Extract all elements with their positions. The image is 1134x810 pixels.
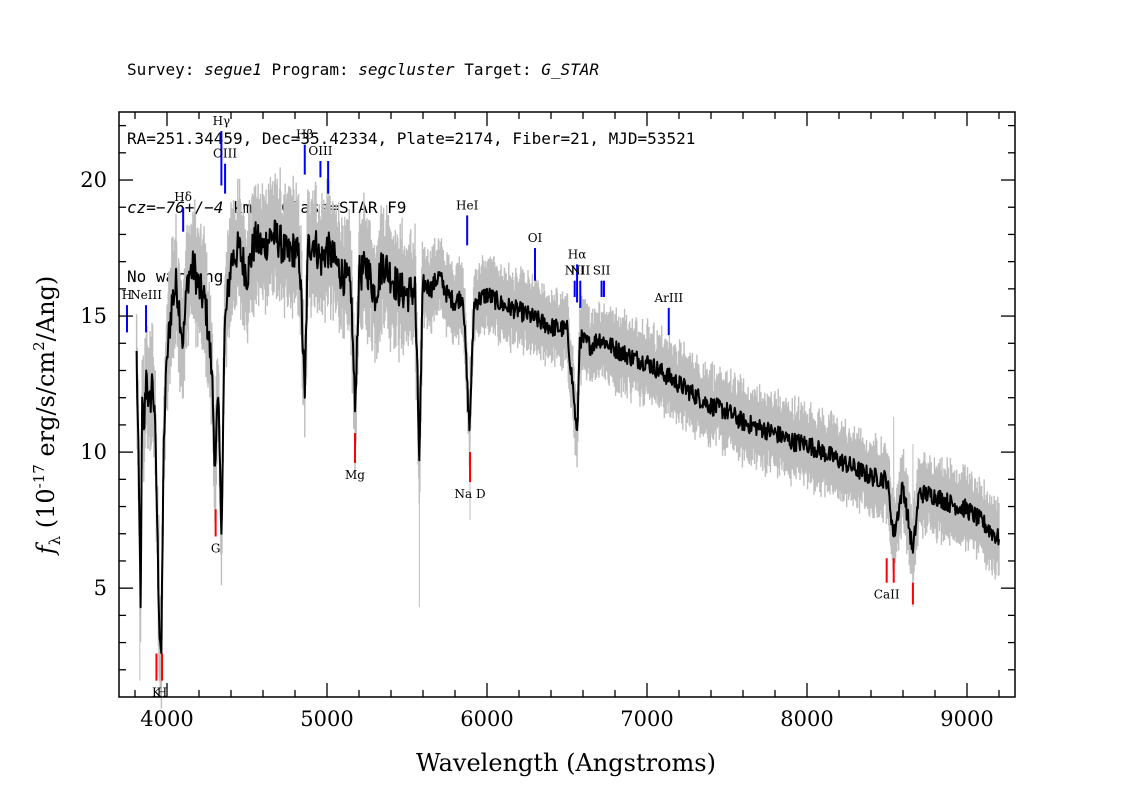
axes-group (118, 111, 1016, 698)
spectral-line-label: HeI (456, 198, 479, 212)
program-label: Program: (271, 60, 349, 79)
ylabel-base: (10 (32, 488, 60, 536)
spectral-line-label: H (122, 288, 132, 302)
header-line-1: Survey: segue1 Program: segcluster Targe… (127, 58, 695, 81)
ylabel-tail: /Ang) (32, 276, 60, 342)
spectral-line-label: Mg (345, 468, 365, 482)
plot-frame (118, 111, 1016, 698)
x-tick-label: 5000 (300, 707, 353, 731)
survey-value: segue1 (204, 60, 262, 79)
x-tick-label: 6000 (460, 707, 513, 731)
y-axis-title: fλ (10-17 erg/s/cm2/Ang) (30, 276, 64, 557)
ylabel-lambda: λ (46, 535, 64, 545)
spectral-line-label: SII (593, 264, 611, 278)
spectral-line-label: Hα (568, 247, 587, 261)
header-line-2: RA=251.34459, Dec=35.42334, Plate=2174, … (127, 129, 696, 148)
spectral-line-label: OI (528, 231, 543, 245)
ylabel-units: erg/s/cm (32, 351, 60, 465)
ylabel-sq: 2 (30, 341, 48, 351)
x-tick-label: 8000 (780, 707, 833, 731)
spectral-line-label: K (152, 686, 162, 700)
y-tick-label: 20 (80, 168, 107, 192)
y-tick-label: 10 (80, 440, 107, 464)
cz-value: −76+/−4 (155, 198, 224, 217)
cz-label: cz= (127, 198, 156, 217)
spectral-line-label: NeIII (130, 288, 162, 302)
flux-line (135, 219, 1000, 655)
spectral-line-label: Hγ (213, 114, 231, 128)
spectral-line-label: Na D (454, 487, 485, 501)
spectral-line-label: OIII (213, 147, 237, 161)
x-tick-label: 4000 (140, 707, 193, 731)
target-label: Target: (464, 60, 532, 79)
tick-labels-group: 4000 5000 6000 7000 8000 9000 5 10 15 20 (80, 168, 993, 731)
ylabel-exp: -17 (30, 464, 48, 488)
program-value: segcluster (358, 60, 455, 79)
y-tick-label: 5 (94, 576, 107, 600)
spectral-line-label: NII (565, 264, 585, 278)
spectral-line-label: NII (570, 264, 590, 278)
spectral-line-label: OIII (308, 144, 332, 158)
x-tick-label: 9000 (940, 707, 993, 731)
flux-series-group (135, 219, 1000, 655)
survey-label: Survey: (127, 60, 195, 79)
x-axis-title: Wavelength (Angstroms) (416, 749, 716, 777)
target-value: G_STAR (541, 60, 600, 79)
spectral-line-label: ArIII (653, 291, 683, 305)
spectral-line-label: H (157, 686, 167, 700)
spectral-line-label: CaII (874, 588, 900, 602)
spectral-line-label: G (211, 541, 221, 555)
y-tick-label: 15 (80, 304, 107, 328)
spectral-line-label: Hδ (174, 190, 192, 204)
x-tick-label: 7000 (620, 707, 673, 731)
spectral-line-label: Hβ (296, 128, 313, 142)
